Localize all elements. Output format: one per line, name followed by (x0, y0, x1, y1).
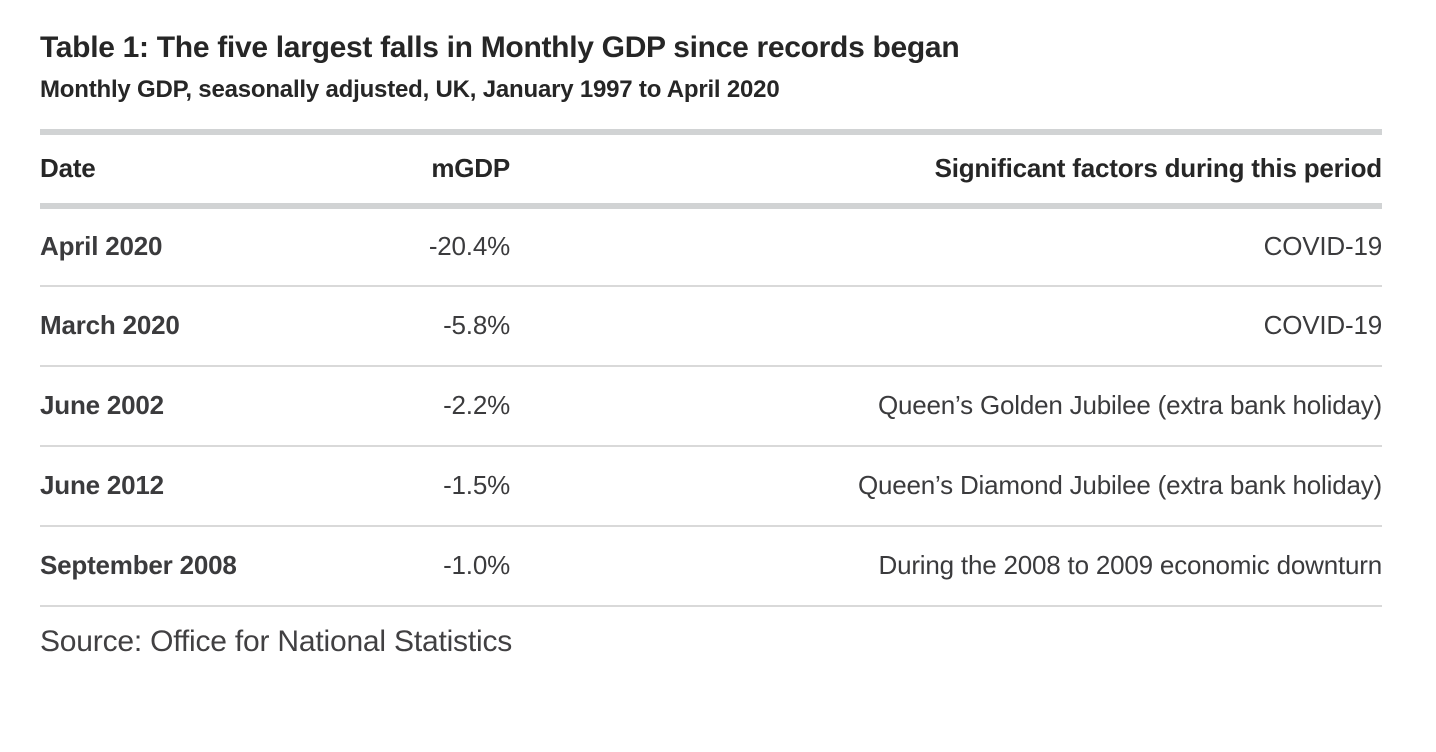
factor-cell: Queen’s Golden Jubilee (extra bank holid… (877, 390, 1382, 421)
table-row: September 2008 -1.0% During the 2008 to … (40, 526, 1382, 606)
column-header-date: Date (40, 153, 96, 184)
table-title: Table 1: The five largest falls in Month… (40, 31, 960, 64)
gdp-falls-table: Date mGDP Significant factors during thi… (40, 129, 1382, 607)
header-row: Date mGDP Significant factors during thi… (40, 131, 1383, 206)
factor-cell: COVID-19 (1263, 231, 1383, 262)
table-row: June 2012 -1.5% Queen’s Diamond Jubilee … (40, 446, 1382, 526)
mgdp-cell: -1.5% (443, 470, 510, 501)
table-subtitle: Monthly GDP, seasonally adjusted, UK, Ja… (40, 76, 780, 103)
date-cell: March 2020 (40, 310, 180, 341)
date-cell: June 2002 (40, 390, 164, 421)
factor-cell: COVID-19 (1263, 310, 1383, 341)
mgdp-cell: -1.0% (443, 550, 510, 581)
table-row: June 2002 -2.2% Queen’s Golden Jubilee (… (40, 366, 1382, 446)
date-cell: September 2008 (40, 550, 237, 581)
mgdp-cell: -2.2% (443, 390, 510, 421)
column-header-factors: Significant factors during this period (934, 153, 1383, 184)
factor-cell: Queen’s Diamond Jubilee (extra bank holi… (857, 470, 1382, 501)
table-row: March 2020 -5.8% COVID-19 (40, 286, 1382, 366)
mgdp-cell: -5.8% (443, 310, 510, 341)
factor-cell: During the 2008 to 2009 economic downtur… (878, 550, 1383, 581)
mgdp-cell: -20.4% (428, 231, 510, 262)
source-note: Source: Office for National Statistics (40, 624, 513, 658)
table-row: April 2020 -20.4% COVID-19 (40, 206, 1382, 286)
table-figure: Table 1: The five largest falls in Month… (40, 0, 1382, 659)
column-header-mgdp: mGDP (431, 153, 510, 184)
date-cell: June 2012 (40, 470, 164, 501)
date-cell: April 2020 (40, 231, 163, 262)
